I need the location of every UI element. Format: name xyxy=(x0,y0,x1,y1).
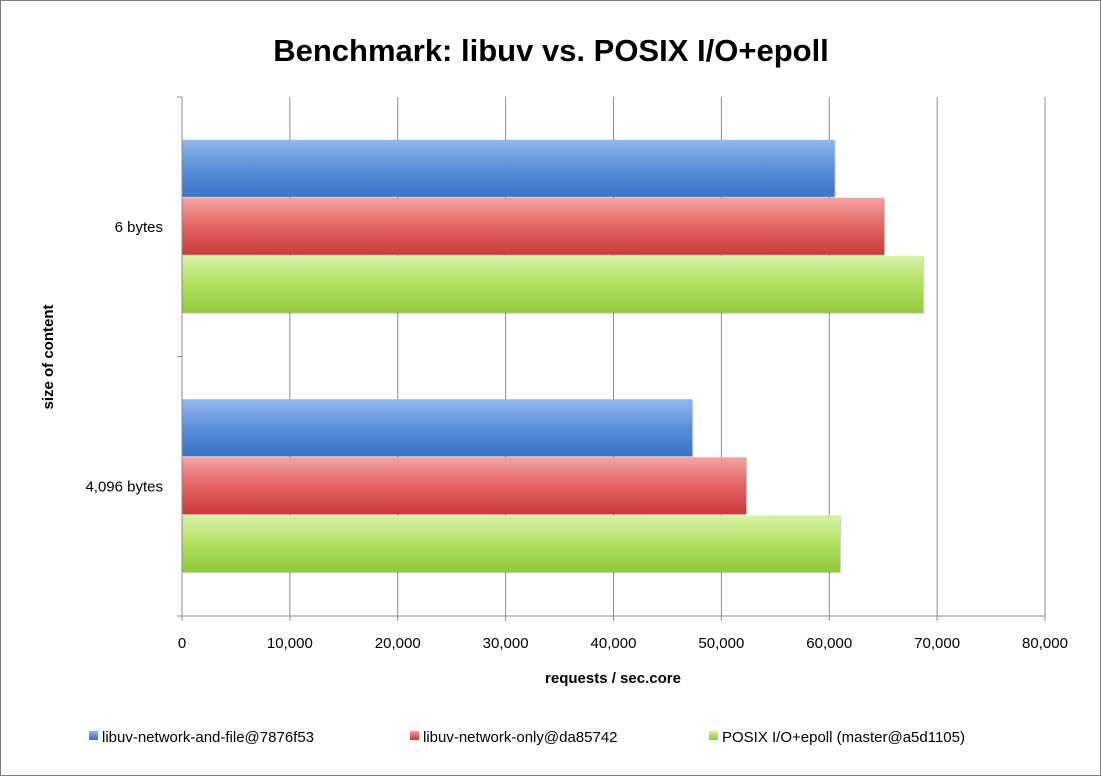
x-tick-label: 40,000 xyxy=(591,635,637,652)
x-tick-label: 80,000 xyxy=(1022,635,1068,652)
category-label: 4,096 bytes xyxy=(85,478,163,495)
legend-swatch-2 xyxy=(410,731,419,740)
bar-1-2 xyxy=(182,399,693,457)
legend-label-3: POSIX I/O+epoll (master@a5d1105) xyxy=(722,729,965,746)
x-tick-label: 70,000 xyxy=(914,635,960,652)
bars xyxy=(182,139,925,574)
x-tick-label: 20,000 xyxy=(375,635,421,652)
legend-label-1: libuv-network-and-file@7876f53 xyxy=(102,729,314,746)
x-axis-title: requests / sec.core xyxy=(545,670,681,687)
x-tick-label: 10,000 xyxy=(267,635,313,652)
x-tick-label: 0 xyxy=(178,635,186,652)
bar-3-2 xyxy=(182,515,841,573)
legend-swatch-3 xyxy=(709,731,718,740)
category-labels: 6 bytes 4,096 bytes xyxy=(85,219,163,496)
category-label: 6 bytes xyxy=(115,219,163,236)
axes xyxy=(177,96,1046,621)
y-axis-title: size of content xyxy=(40,304,57,409)
bar-2-1 xyxy=(182,197,885,255)
chart-title: Benchmark: libuv vs. POSIX I/O+epoll xyxy=(273,33,829,68)
x-tick-label: 60,000 xyxy=(806,635,852,652)
x-tick-labels: 0 10,000 20,000 30,000 40,000 50,000 60,000 70,… xyxy=(178,635,1068,652)
x-tick-label: 50,000 xyxy=(698,635,744,652)
bar-2-2 xyxy=(182,457,747,515)
legend: libuv-network-and-file@7876f53 libuv-netw… xyxy=(89,729,965,746)
bar-1-1 xyxy=(182,139,835,197)
legend-swatch-1 xyxy=(89,731,98,740)
x-tick-label: 30,000 xyxy=(483,635,529,652)
bar-3-1 xyxy=(182,255,924,313)
legend-label-2: libuv-network-only@da85742 xyxy=(423,729,618,746)
